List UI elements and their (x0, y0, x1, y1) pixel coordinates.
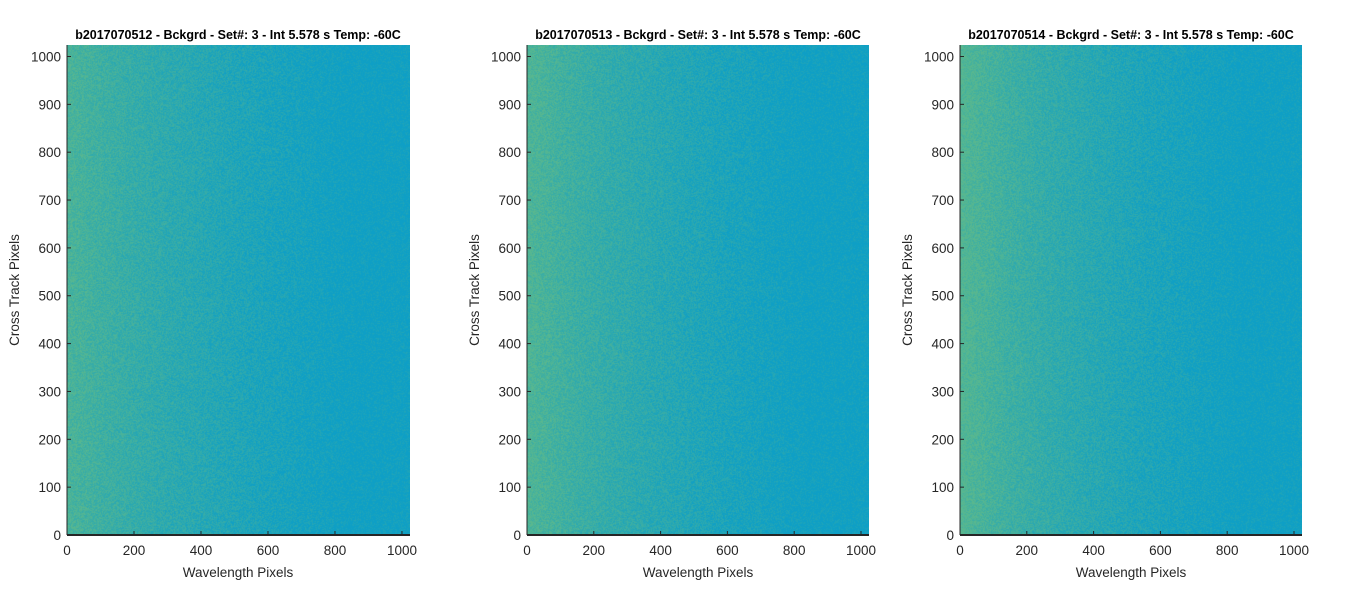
y-tick-label: 400 (498, 337, 521, 352)
y-tick-label: 600 (931, 241, 954, 256)
x-axis-label-2: Wavelength Pixels (643, 565, 754, 580)
y-tick-label: 600 (38, 241, 61, 256)
x-tick-label: 800 (1216, 543, 1239, 558)
y-tick-label: 700 (498, 193, 521, 208)
y-tick-label: 1000 (491, 49, 521, 64)
y-tick-label: 200 (931, 432, 954, 447)
y-tick-label: 500 (931, 289, 954, 304)
y-tick-label: 100 (931, 480, 954, 495)
y-axis-label-2: Cross Track Pixels (467, 234, 482, 346)
y-tick-label: 400 (931, 337, 954, 352)
y-tick-label: 1000 (924, 49, 954, 64)
x-tick-label: 1000 (846, 543, 876, 558)
y-tick-label: 600 (498, 241, 521, 256)
x-tick-label: 200 (123, 543, 146, 558)
chart-panel-3: b2017070514 - Bckgrd - Set#: 3 - Int 5.5… (900, 28, 1309, 580)
y-tick-label: 700 (931, 193, 954, 208)
x-tick-label: 0 (523, 543, 531, 558)
y-tick-label: 500 (498, 289, 521, 304)
chart-title-3: b2017070514 - Bckgrd - Set#: 3 - Int 5.5… (968, 28, 1294, 42)
y-tick-label: 1000 (31, 49, 61, 64)
y-tick-label: 900 (498, 97, 521, 112)
y-tick-label: 500 (38, 289, 61, 304)
x-tick-label: 600 (257, 543, 280, 558)
y-tick-label: 100 (498, 480, 521, 495)
y-tick-label: 800 (38, 145, 61, 160)
y-tick-label: 900 (931, 97, 954, 112)
chart-panel-1: b2017070512 - Bckgrd - Set#: 3 - Int 5.5… (7, 28, 417, 580)
y-tick-label: 200 (498, 432, 521, 447)
y-ticks-3: 0 100 200 300 400 500 600 700 800 900 1000 (924, 49, 964, 543)
x-tick-label: 400 (190, 543, 213, 558)
x-tick-label: 0 (63, 543, 71, 558)
x-tick-label: 200 (583, 543, 606, 558)
y-tick-label: 100 (38, 480, 61, 495)
y-ticks-2: 0 100 200 300 400 500 600 700 800 900 1000 (491, 49, 531, 543)
chart-title-1: b2017070512 - Bckgrd - Set#: 3 - Int 5.5… (75, 28, 401, 42)
y-tick-label: 300 (931, 384, 954, 399)
y-tick-label: 300 (498, 384, 521, 399)
y-ticks-1: 0 100 200 300 400 500 600 700 800 900 1000 (31, 49, 71, 543)
y-tick-label: 0 (53, 528, 61, 543)
y-tick-label: 800 (931, 145, 954, 160)
x-ticks-3: 0 200 400 600 800 1000 (956, 531, 1309, 558)
y-tick-label: 400 (38, 337, 61, 352)
y-axis-label-3: Cross Track Pixels (900, 234, 915, 346)
heatmap-image-3 (960, 45, 1302, 535)
y-tick-label: 0 (513, 528, 521, 543)
x-axis-label-1: Wavelength Pixels (183, 565, 294, 580)
x-tick-label: 600 (1149, 543, 1172, 558)
chart-title-2: b2017070513 - Bckgrd - Set#: 3 - Int 5.5… (535, 28, 861, 42)
heatmap-image-2 (527, 45, 869, 535)
heatmap-image-1 (67, 45, 410, 535)
x-axis-label-3: Wavelength Pixels (1076, 565, 1187, 580)
y-tick-label: 0 (946, 528, 954, 543)
y-axis-label-1: Cross Track Pixels (7, 234, 22, 346)
y-tick-label: 300 (38, 384, 61, 399)
x-ticks-2: 0 200 400 600 800 1000 (523, 531, 876, 558)
x-tick-label: 0 (956, 543, 964, 558)
x-tick-label: 1000 (387, 543, 417, 558)
y-tick-label: 800 (498, 145, 521, 160)
x-tick-label: 400 (649, 543, 672, 558)
x-tick-label: 400 (1082, 543, 1105, 558)
chart-panel-2: b2017070513 - Bckgrd - Set#: 3 - Int 5.5… (467, 28, 876, 580)
y-tick-label: 900 (38, 97, 61, 112)
x-tick-label: 200 (1016, 543, 1039, 558)
x-tick-label: 800 (783, 543, 806, 558)
y-tick-label: 200 (38, 432, 61, 447)
x-tick-label: 800 (324, 543, 347, 558)
x-tick-label: 600 (716, 543, 739, 558)
y-tick-label: 700 (38, 193, 61, 208)
x-tick-label: 1000 (1279, 543, 1309, 558)
